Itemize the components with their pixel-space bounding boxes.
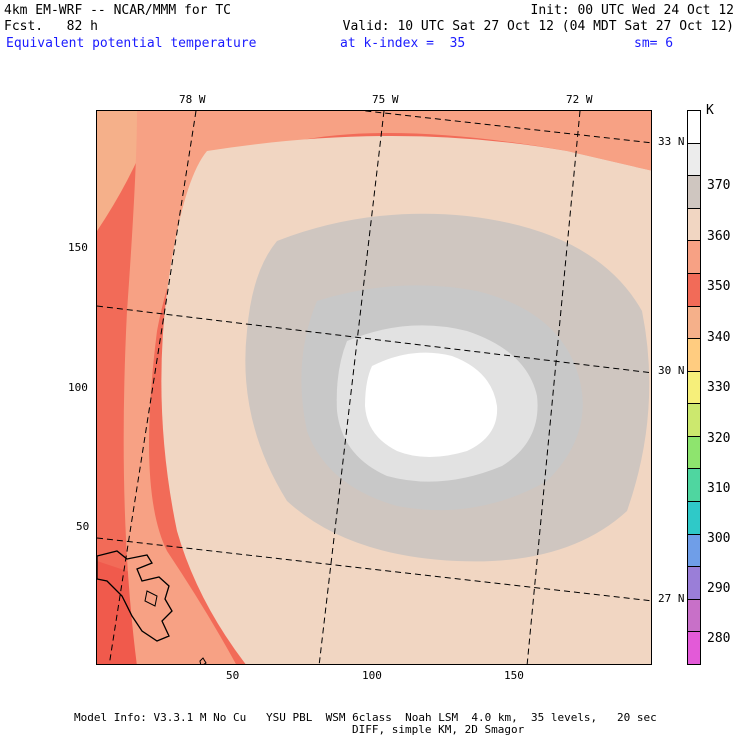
lat-label-33n: 33 N (658, 135, 685, 148)
level-label: at k-index = 35 (340, 36, 466, 51)
smoothing-label: sm= 6 (634, 36, 674, 51)
lat-label-27n: 27 N (658, 592, 685, 605)
colorbar-level-label: 360 (707, 229, 731, 244)
model-info: Model Info: V3.3.1 M No Cu YSU PBL WSM 6… (74, 711, 657, 724)
valid-time: Valid: 10 UTC Sat 27 Oct 12 (04 MDT Sat … (342, 19, 734, 34)
y-tick-150: 150 (68, 241, 88, 254)
colorbar-swatch (687, 175, 701, 209)
equivalent-potential-temperature-field (97, 111, 651, 664)
colorbar-swatch (687, 435, 701, 470)
colorbar-level-label: 370 (707, 178, 731, 193)
colorbar-swatch (687, 240, 701, 274)
y-tick-50: 50 (76, 520, 90, 533)
forecast-hour: Fcst. 82 h (4, 19, 98, 34)
field-core-370 (365, 352, 498, 457)
colorbar-swatch (687, 207, 701, 242)
colorbar-level-label: 310 (707, 481, 731, 496)
colorbar-swatch (687, 272, 701, 307)
x-tick-50: 50 (226, 669, 240, 682)
colorbar-level-label: 290 (707, 581, 731, 596)
x-tick-150: 150 (504, 669, 524, 682)
field-name: Equivalent potential temperature (6, 36, 257, 51)
parallel-27n (97, 537, 651, 602)
parallel-30n (97, 305, 651, 374)
x-tick-100: 100 (362, 669, 382, 682)
init-time: Init: 00 UTC Wed 24 Oct 12 (530, 3, 735, 18)
colorbar-swatch (687, 468, 701, 503)
colorbar-level-label: 350 (707, 279, 731, 294)
colorbar-swatch (687, 370, 701, 405)
coastline-outer-banks (97, 550, 173, 642)
colorbar-swatch (687, 598, 701, 633)
lon-label-72w: 72 W (566, 93, 593, 106)
coastline-fragment (199, 657, 207, 664)
model-info-physics: DIFF, simple KM, 2D Smagor (352, 723, 525, 736)
colorbar-swatch (687, 566, 701, 600)
colorbar-level-label: 340 (707, 330, 731, 345)
meridian-75w (318, 111, 385, 664)
meridian-78w (108, 111, 197, 664)
model-title: 4km EM-WRF -- NCAR/MMM for TC (4, 3, 231, 18)
colorbar-swatch (687, 403, 701, 437)
colorbar-swatch (687, 110, 701, 144)
lon-label-78w: 78 W (179, 93, 206, 106)
lat-label-30n: 30 N (658, 364, 685, 377)
colorbar-level-label: 330 (707, 380, 731, 395)
coastline-sound (144, 590, 158, 607)
y-tick-100: 100 (68, 381, 88, 394)
colorbar-swatch (687, 501, 701, 535)
meridian-72w (526, 111, 581, 664)
field-band-345 (123, 111, 651, 664)
colorbar-swatch (687, 631, 701, 665)
colorbar-level-label: 300 (707, 531, 731, 546)
colorbar-swatch (687, 533, 701, 568)
colorbar-swatch (687, 338, 701, 372)
colorbar-swatch (687, 142, 701, 177)
colorbar-swatch (687, 305, 701, 340)
colorbar-level-label: 280 (707, 631, 731, 646)
lon-label-75w: 75 W (372, 93, 399, 106)
colorbar-unit: K (706, 103, 714, 118)
colorbar-level-label: 320 (707, 431, 731, 446)
map-plot (96, 110, 652, 665)
